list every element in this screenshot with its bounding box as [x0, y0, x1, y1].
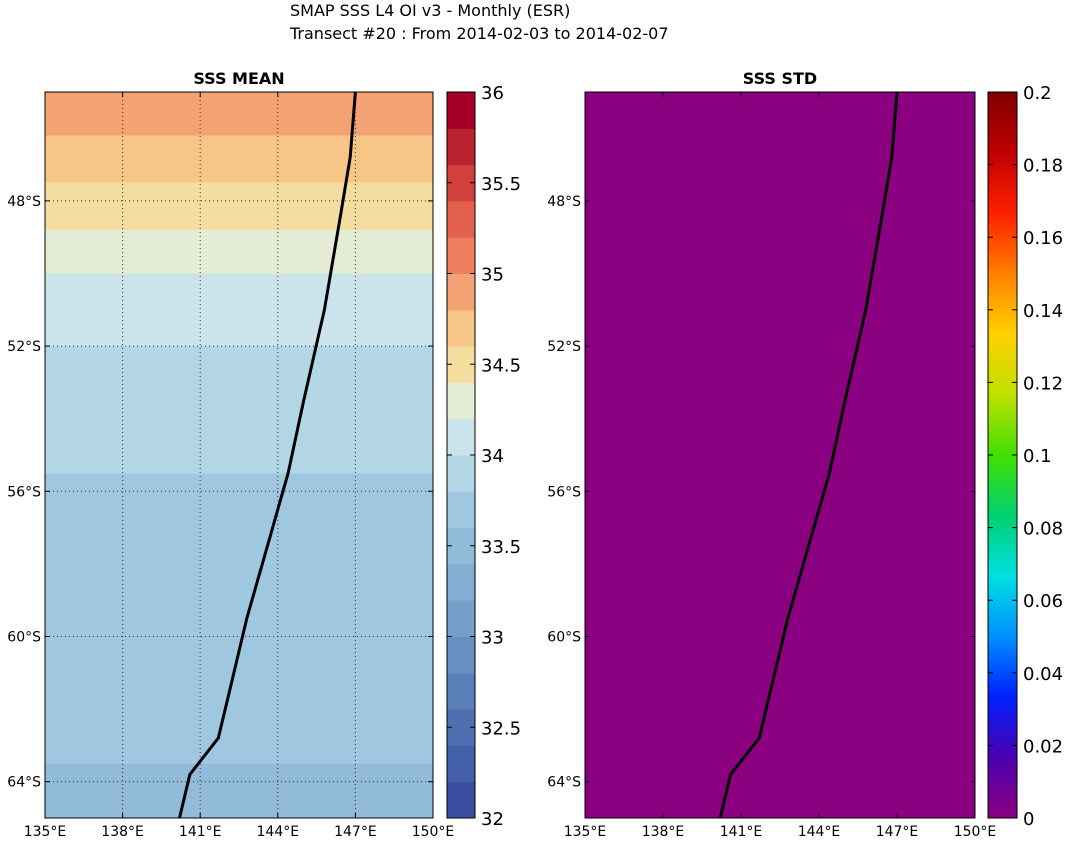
x-tick-label: 135°E	[564, 824, 607, 840]
colorbar-segment	[447, 309, 475, 347]
colorbar-segment	[447, 273, 475, 311]
colorbar-tick-label: 32.5	[481, 718, 521, 739]
y-tick-label: 48°S	[7, 194, 41, 210]
y-tick-label: 60°S	[547, 630, 581, 646]
field-band	[45, 229, 433, 274]
colorbar-segment	[447, 418, 475, 456]
colorbar-segment	[447, 781, 475, 819]
colorbar-tick-label: 0.12	[1023, 373, 1063, 394]
colorbar-tick-label: 35.5	[481, 174, 521, 195]
y-tick-label: 52°S	[7, 339, 41, 355]
mean-transect	[178, 91, 357, 819]
colorbar-segment	[447, 382, 475, 420]
figure-title-line1: SMAP SSS L4 OI v3 - Monthly (ESR)	[290, 1, 570, 20]
x-tick-label: 144°E	[257, 824, 300, 840]
x-tick-label: 147°E	[876, 824, 919, 840]
colorbar-tick-label: 0.16	[1023, 228, 1063, 249]
mean-y-ticks: 48°S 52°S 56°S 60°S 64°S	[7, 194, 433, 791]
colorbar-tick-label: 34	[481, 446, 504, 467]
colorbar-tick-label: 33.5	[481, 537, 521, 558]
colorbar-frame	[446, 91, 476, 819]
colorbar-tick-label: 35	[481, 265, 504, 286]
field-band	[45, 763, 433, 818]
panel-title-mean: SSS MEAN	[193, 69, 284, 88]
colorbar-segment	[447, 92, 475, 129]
field-band	[45, 182, 433, 230]
colorbar-segment	[447, 600, 475, 637]
y-tick-label: 64°S	[7, 775, 41, 791]
x-tick-label: 144°E	[798, 824, 841, 840]
colorbar-segment	[447, 455, 475, 492]
mean-grid	[45, 92, 433, 818]
transect-line	[178, 91, 357, 819]
y-tick-label: 48°S	[547, 194, 581, 210]
colorbar-tick-label: 0	[1023, 809, 1034, 830]
colorbar-tick-label: 0.2	[1023, 83, 1052, 104]
y-tick-label: 64°S	[547, 775, 581, 791]
colorbar-segment	[447, 128, 475, 166]
y-tick-label: 56°S	[547, 484, 581, 500]
y-tick-label: 52°S	[547, 339, 581, 355]
x-tick-label: 141°E	[720, 824, 763, 840]
colorbar-tick-label: 0.08	[1023, 519, 1063, 540]
colorbar-segment	[447, 200, 475, 238]
mean-field	[45, 92, 433, 818]
std-colorbar-ticks: 0 0.02 0.04 0.06 0.08 0.1 0.12 0.14 0.16 0.18 0.2	[987, 83, 1063, 830]
transect-line	[718, 91, 899, 819]
mean-x-ticks: 135°E 138°E 141°E 144°E 147°E 150°E	[24, 92, 455, 840]
x-tick-label: 135°E	[24, 824, 67, 840]
colorbar-segment	[447, 672, 475, 710]
mean-axes-frame	[44, 91, 434, 819]
field-band	[45, 346, 433, 474]
field-band	[45, 273, 433, 347]
colorbar-frame	[987, 91, 1018, 819]
std-x-ticks: 135°E 138°E 141°E 144°E 147°E 150°E	[564, 92, 997, 840]
std-y-ticks: 48°S 52°S 56°S 60°S 64°S	[547, 194, 975, 791]
panel-title-std: SSS STD	[743, 69, 817, 88]
field-fill	[585, 92, 975, 818]
colorbar-tick-label: 0.18	[1023, 156, 1063, 177]
std-field	[585, 92, 975, 818]
colorbar-tick-label: 34.5	[481, 355, 521, 376]
x-tick-label: 147°E	[334, 824, 377, 840]
colorbar-tick-label: 0.04	[1023, 664, 1063, 685]
colorbar-tick-label: 33	[481, 628, 504, 649]
field-band	[45, 135, 433, 183]
colorbar-tick-label: 32	[481, 809, 504, 830]
mean-colorbar-ticks: 32 32.5 33 33.5 34 34.5 35 35.5 36	[446, 83, 521, 830]
field-band	[45, 473, 433, 764]
y-tick-label: 60°S	[7, 630, 41, 646]
x-tick-label: 150°E	[954, 824, 997, 840]
colorbar-tick-label: 0.1	[1023, 446, 1052, 467]
figure-title-line2: Transect #20 : From 2014-02-03 to 2014-0…	[289, 24, 669, 43]
y-tick-label: 56°S	[7, 484, 41, 500]
x-tick-label: 138°E	[642, 824, 685, 840]
std-axes-frame	[584, 91, 976, 819]
colorbar-tick-label: 0.14	[1023, 301, 1063, 322]
colorbar-tick-label: 36	[481, 83, 504, 104]
x-tick-label: 150°E	[412, 824, 455, 840]
x-tick-label: 141°E	[179, 824, 222, 840]
colorbar-segment	[447, 563, 475, 601]
x-tick-label: 138°E	[101, 824, 144, 840]
std-transect	[718, 91, 899, 819]
colorbar-segment	[447, 237, 475, 274]
field-band	[45, 92, 433, 136]
colorbar-segment	[447, 745, 475, 783]
colorbar-tick-label: 0.06	[1023, 591, 1063, 612]
colorbar-segment	[447, 491, 475, 529]
colorbar-segment	[447, 636, 475, 674]
colorbar-tick-label: 0.02	[1023, 736, 1063, 757]
